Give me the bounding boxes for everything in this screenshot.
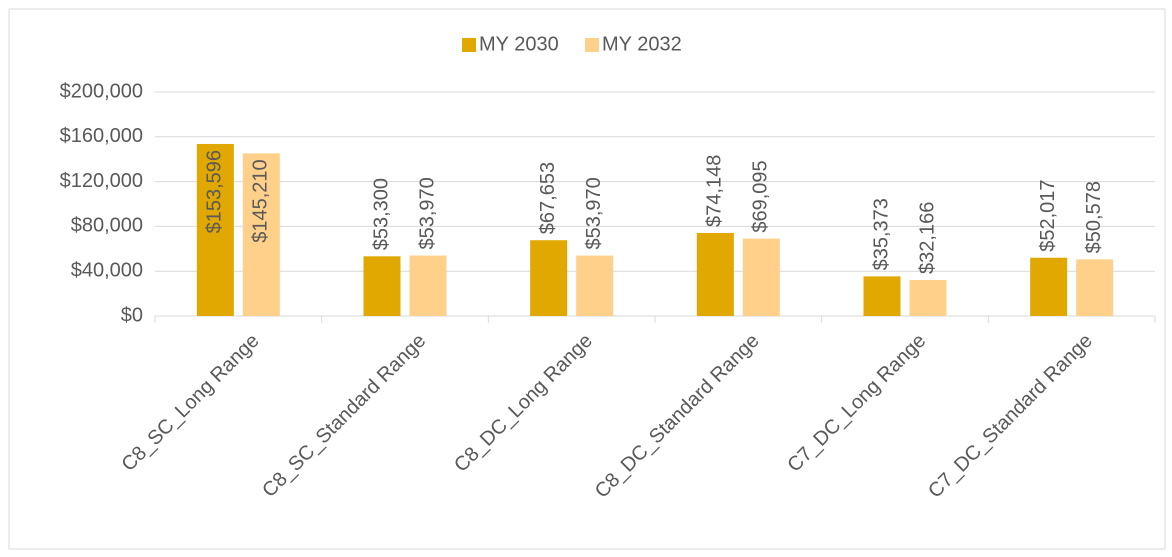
data-label: $35,373 <box>870 198 892 270</box>
data-label: $50,578 <box>1083 181 1105 253</box>
bar <box>696 232 734 316</box>
y-tick-label: $40,000 <box>71 259 143 281</box>
legend-label: MY 2030 <box>479 33 559 55</box>
legend-label: MY 2032 <box>602 33 682 55</box>
legend-swatch <box>462 38 476 52</box>
data-label: $32,166 <box>916 202 938 274</box>
bar <box>909 279 947 316</box>
bar <box>196 143 234 316</box>
bar <box>863 276 901 316</box>
data-label: $53,970 <box>583 177 605 249</box>
data-label: $153,596 <box>204 150 226 233</box>
y-tick-label: $0 <box>121 304 143 326</box>
data-label: $67,653 <box>537 162 559 234</box>
data-label: $145,210 <box>250 159 272 242</box>
data-label: $53,300 <box>370 178 392 250</box>
data-label: $74,148 <box>704 155 726 227</box>
y-tick-label: $120,000 <box>60 170 143 192</box>
data-label: $69,095 <box>750 160 772 232</box>
data-label: $52,017 <box>1037 179 1059 251</box>
legend-swatch <box>585 38 599 52</box>
bar <box>242 153 280 316</box>
y-tick-label: $200,000 <box>60 80 143 102</box>
bar <box>1076 259 1114 316</box>
bar <box>363 256 401 316</box>
bar <box>576 255 614 316</box>
bar <box>742 238 780 316</box>
bar <box>1030 257 1068 316</box>
bar <box>409 255 447 316</box>
y-tick-label: $160,000 <box>60 125 143 147</box>
bar <box>530 240 568 316</box>
data-label: $53,970 <box>416 177 438 249</box>
y-tick-label: $80,000 <box>71 215 143 237</box>
